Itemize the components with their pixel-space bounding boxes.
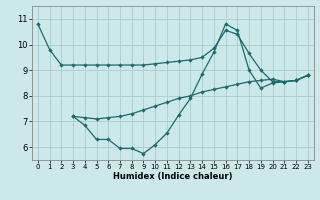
X-axis label: Humidex (Indice chaleur): Humidex (Indice chaleur)	[113, 172, 233, 181]
